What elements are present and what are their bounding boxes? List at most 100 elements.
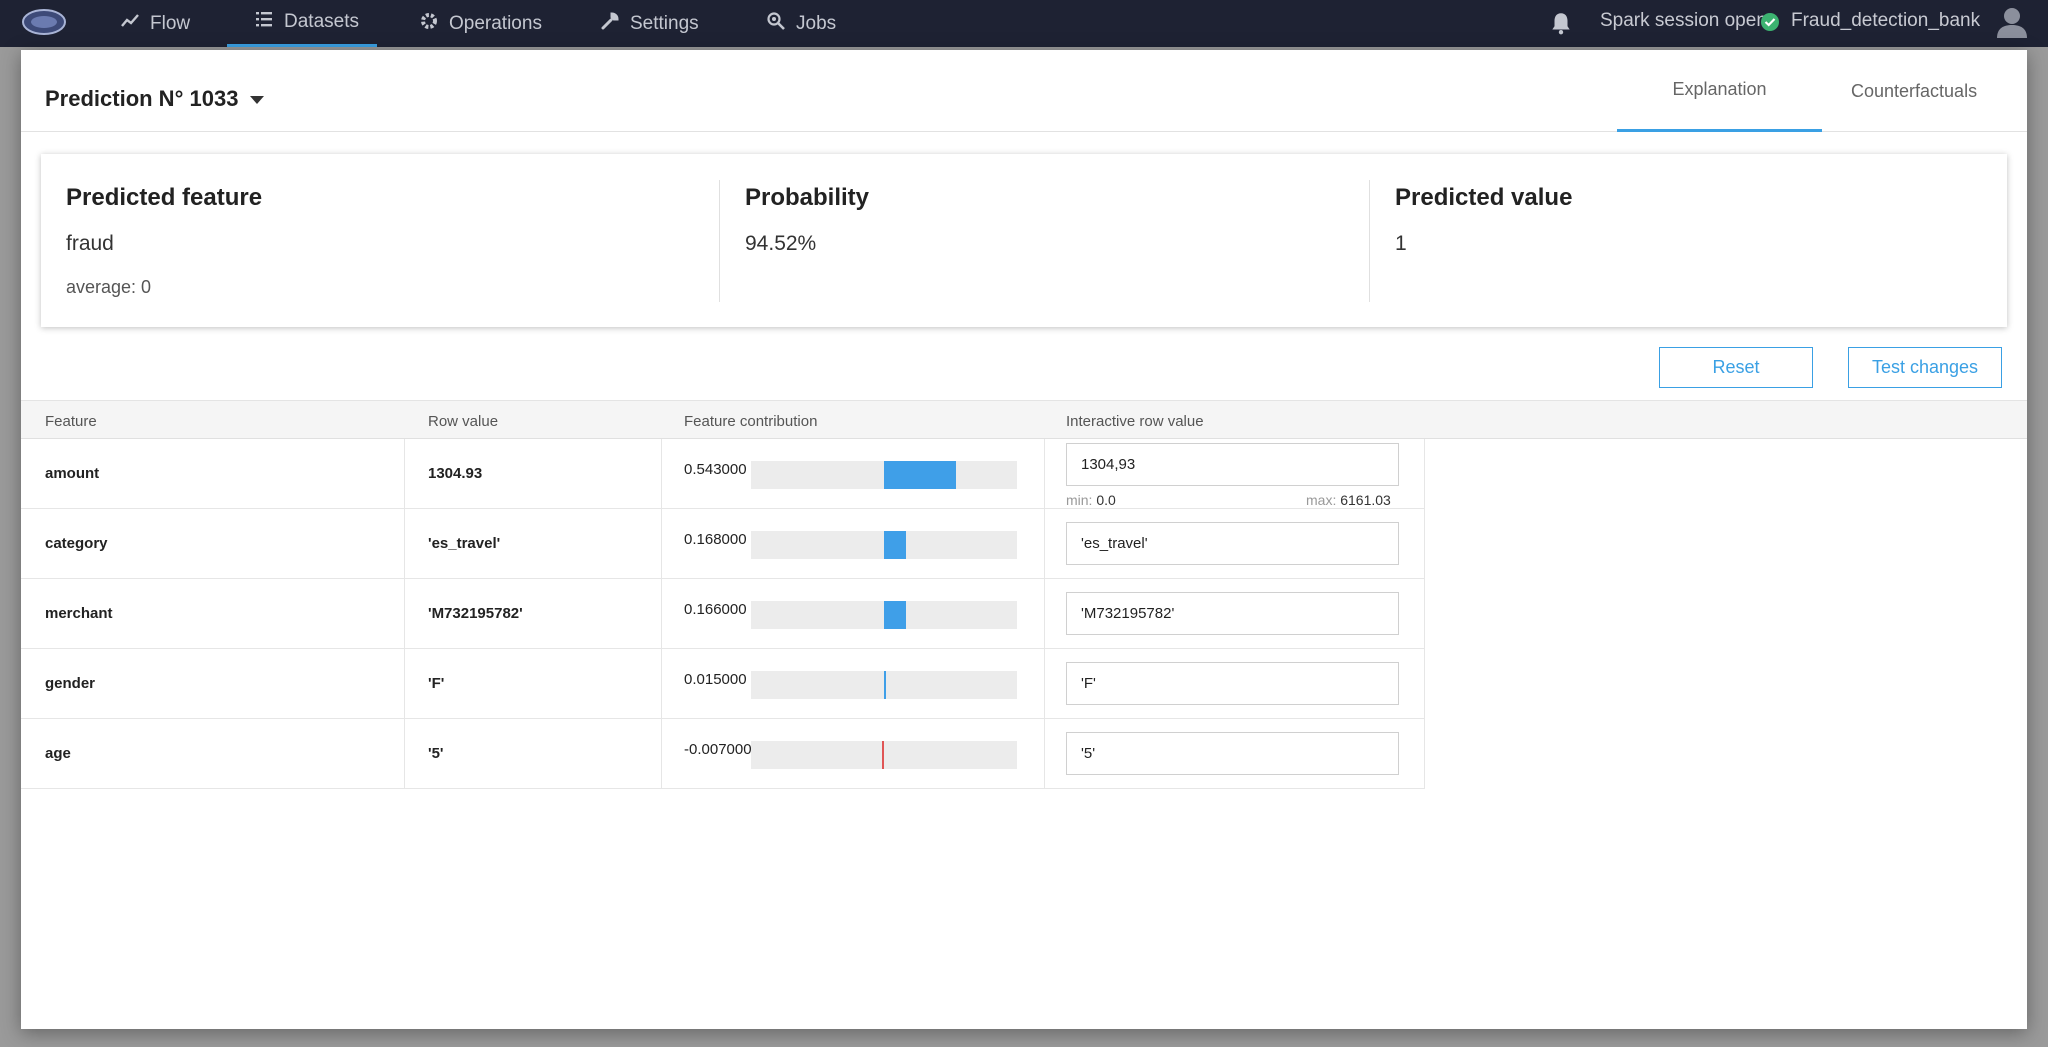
tab-explanation[interactable]: Explanation bbox=[1617, 50, 1822, 132]
cell-divider bbox=[1424, 649, 1425, 719]
header-feature-contribution: Feature contribution bbox=[684, 413, 818, 430]
reset-button[interactable]: Reset bbox=[1659, 347, 1813, 388]
contribution-bar-fill bbox=[884, 531, 907, 559]
tab-counterfactuals[interactable]: Counterfactuals bbox=[1851, 50, 2041, 132]
table-row: gender 'F' 0.015000 bbox=[21, 649, 1425, 719]
row-value: 'es_travel' bbox=[428, 535, 501, 552]
header-feature: Feature bbox=[45, 413, 97, 430]
caret-down-icon bbox=[250, 96, 265, 104]
nav-settings[interactable]: Settings bbox=[600, 0, 699, 47]
contribution-bar-fill bbox=[884, 671, 886, 699]
check-circle-icon bbox=[1760, 12, 1780, 32]
row-value: 'M732195782' bbox=[428, 605, 523, 622]
cell-divider bbox=[1044, 579, 1045, 649]
tab-counterfactuals-label: Counterfactuals bbox=[1851, 80, 1978, 101]
header-row-value: Row value bbox=[428, 413, 499, 430]
cell-divider bbox=[404, 439, 405, 509]
cell-divider bbox=[404, 509, 405, 579]
prediction-modal: Prediction N° 1033 Explanation Counterfa… bbox=[21, 50, 2027, 1029]
prediction-title: Prediction N° 1033 bbox=[45, 86, 239, 111]
prediction-summary-card: Predicted feature fraud average: 0 Proba… bbox=[41, 154, 2007, 327]
nav-jobs[interactable]: Jobs bbox=[766, 0, 836, 47]
nav-flow[interactable]: Flow bbox=[120, 0, 190, 47]
trend-icon bbox=[120, 11, 140, 37]
contribution-bar bbox=[751, 671, 1017, 699]
list-icon bbox=[254, 9, 274, 35]
row-value: '5' bbox=[428, 745, 444, 762]
wrench-icon bbox=[600, 11, 620, 37]
max-value: 6161.03 bbox=[1340, 492, 1391, 508]
nav-flow-label: Flow bbox=[150, 12, 191, 34]
contribution-bar bbox=[751, 461, 1017, 489]
predicted-feature-value: fraud bbox=[66, 232, 114, 255]
nav-datasets[interactable]: Datasets bbox=[227, 0, 377, 47]
cell-divider bbox=[661, 439, 662, 509]
cell-divider bbox=[661, 579, 662, 649]
feature-name: amount bbox=[45, 465, 100, 482]
predicted-feature-title: Predicted feature bbox=[66, 184, 263, 211]
nav-operations-label: Operations bbox=[449, 12, 542, 34]
search-gear-icon bbox=[766, 11, 786, 37]
contribution-bar bbox=[751, 531, 1017, 559]
cell-divider bbox=[661, 509, 662, 579]
gear-icon bbox=[419, 11, 439, 37]
predicted-value-value: 1 bbox=[1395, 232, 1407, 255]
probability-title: Probability bbox=[745, 184, 870, 211]
cell-divider bbox=[404, 719, 405, 789]
contribution-bar-fill bbox=[884, 601, 907, 629]
table-row: age '5' -0.007000 bbox=[21, 719, 1425, 789]
table-header: Feature Row value Feature contribution I… bbox=[21, 400, 2027, 439]
min-value: 0.0 bbox=[1096, 492, 1116, 508]
cell-divider bbox=[1424, 439, 1425, 509]
interactive-value-input[interactable] bbox=[1066, 443, 1399, 486]
row-value: 'F' bbox=[428, 675, 445, 692]
cell-divider bbox=[1044, 439, 1045, 509]
tab-explanation-label: Explanation bbox=[1672, 79, 1767, 99]
interactive-value-input[interactable] bbox=[1066, 732, 1399, 775]
table-row: merchant 'M732195782' 0.166000 bbox=[21, 579, 1425, 649]
predicted-value-title: Predicted value bbox=[1395, 184, 1573, 211]
user-avatar-icon[interactable] bbox=[1994, 4, 2030, 40]
cell-divider bbox=[661, 649, 662, 719]
app-logo[interactable] bbox=[20, 4, 68, 40]
contribution-bar-fill bbox=[884, 461, 957, 489]
bell-icon[interactable] bbox=[1548, 10, 1574, 36]
nav-jobs-label: Jobs bbox=[796, 12, 837, 34]
row-value: 1304.93 bbox=[428, 465, 483, 482]
feature-name: category bbox=[45, 535, 108, 552]
summary-divider bbox=[1369, 180, 1370, 302]
prediction-selector[interactable]: Prediction N° 1033 bbox=[45, 86, 265, 112]
table-row: category 'es_travel' 0.168000 bbox=[21, 509, 1425, 579]
cell-divider bbox=[661, 719, 662, 789]
max-label: max: 6161.03 bbox=[1306, 492, 1391, 508]
nav-settings-label: Settings bbox=[630, 12, 699, 34]
probability-value: 94.52% bbox=[745, 232, 817, 255]
cell-divider bbox=[404, 579, 405, 649]
interactive-value-input[interactable] bbox=[1066, 662, 1399, 705]
interactive-value-input[interactable] bbox=[1066, 592, 1399, 635]
project-name[interactable]: Fraud_detection_bank bbox=[1791, 10, 1981, 31]
nav-datasets-label: Datasets bbox=[284, 11, 359, 32]
top-navbar: Flow Datasets Operations Settings Jobs S… bbox=[0, 0, 2048, 47]
contribution-value: 0.166000 bbox=[684, 601, 747, 618]
cell-divider bbox=[1424, 719, 1425, 789]
cell-divider bbox=[404, 649, 405, 719]
spark-session-status[interactable]: Spark session open bbox=[1600, 10, 1767, 31]
cell-divider bbox=[1044, 509, 1045, 579]
contribution-value: 0.015000 bbox=[684, 671, 747, 688]
cell-divider bbox=[1044, 719, 1045, 789]
summary-divider bbox=[719, 180, 720, 302]
contribution-bar-fill bbox=[882, 741, 884, 769]
interactive-value-input[interactable] bbox=[1066, 522, 1399, 565]
predicted-feature-average: average: 0 bbox=[66, 277, 152, 297]
cell-divider bbox=[1424, 509, 1425, 579]
min-label-text: min: bbox=[1066, 492, 1093, 508]
cell-divider bbox=[1424, 579, 1425, 649]
max-label-text: max: bbox=[1306, 492, 1337, 508]
feature-name: gender bbox=[45, 675, 96, 692]
test-changes-button[interactable]: Test changes bbox=[1848, 347, 2002, 388]
feature-name: merchant bbox=[45, 605, 113, 622]
table-row: amount 1304.93 0.543000 min: 0.0 max: 6161.0… bbox=[21, 439, 1425, 509]
header-interactive-row-value: Interactive row value bbox=[1066, 413, 1204, 430]
nav-operations[interactable]: Operations bbox=[419, 0, 542, 47]
